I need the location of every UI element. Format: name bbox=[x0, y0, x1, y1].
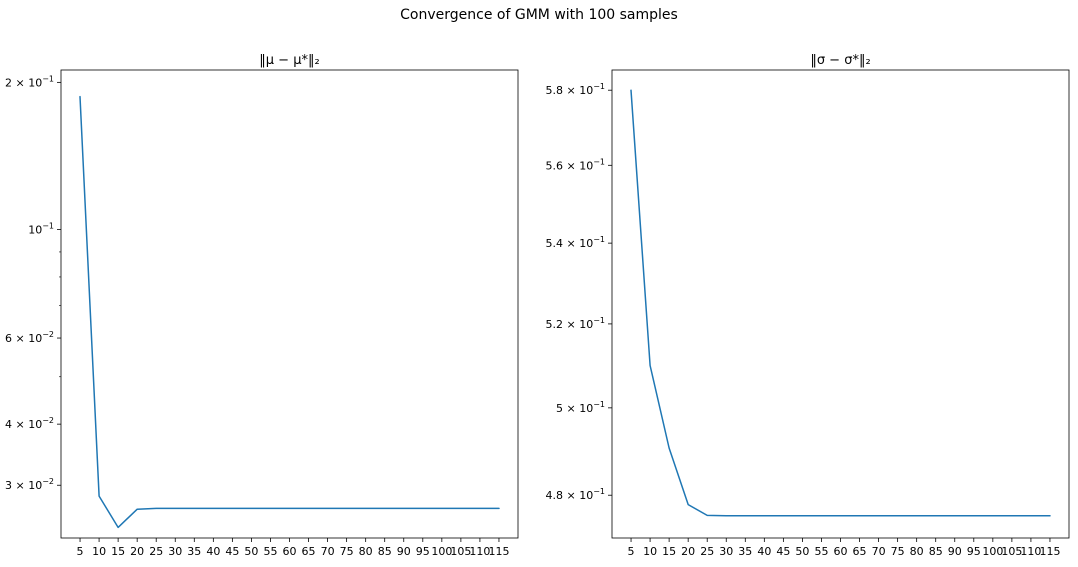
mu-x-tick-label: 50 bbox=[244, 545, 258, 558]
mu-x-tick-label: 80 bbox=[359, 545, 373, 558]
sigma-x-tick-label: 35 bbox=[738, 545, 752, 558]
sigma-x-tick-label: 50 bbox=[795, 545, 809, 558]
mu-y-tick-label: 4 × 10−2 bbox=[5, 416, 54, 431]
mu-y-tick-label: 3 × 10−2 bbox=[5, 477, 54, 492]
mu-x-tick-label: 65 bbox=[302, 545, 316, 558]
sigma-x-tick-label: 105 bbox=[1001, 545, 1022, 558]
mu-x-tick-label: 40 bbox=[206, 545, 220, 558]
sigma-x-tick-label: 110 bbox=[1020, 545, 1041, 558]
sigma-x-tick-label: 10 bbox=[643, 545, 657, 558]
sigma-y-tick-label: 5.8 × 10−1 bbox=[546, 82, 606, 97]
sigma-axes-title: ‖σ − σ*‖₂ bbox=[810, 53, 870, 68]
sigma-x-tick-label: 20 bbox=[681, 545, 695, 558]
sigma-x-tick-label: 70 bbox=[872, 545, 886, 558]
sigma-x-tick-label: 5 bbox=[628, 545, 635, 558]
mu-x-tick-label: 45 bbox=[225, 545, 239, 558]
sigma-x-tick-label: 90 bbox=[948, 545, 962, 558]
mu-x-tick-label: 60 bbox=[283, 545, 297, 558]
mu-x-tick-label: 25 bbox=[149, 545, 163, 558]
sigma-y-tick-label: 5 × 10−1 bbox=[556, 400, 605, 415]
mu-x-tick-label: 100 bbox=[431, 545, 452, 558]
mu-y-tick-label: 6 × 10−2 bbox=[5, 330, 54, 345]
mu-axes: ‖μ − μ*‖₂ 5 10 15 20 25 30 35 40 45 50 55 60 65 70 75 80… bbox=[5, 53, 519, 558]
mu-axes-frame bbox=[60, 69, 519, 539]
sigma-x-tick-label: 100 bbox=[982, 545, 1003, 558]
sigma-x-tick-label: 115 bbox=[1039, 545, 1060, 558]
sigma-x-tick-label: 40 bbox=[757, 545, 771, 558]
mu-x-tick-label: 30 bbox=[168, 545, 182, 558]
sigma-x-tick-label: 80 bbox=[910, 545, 924, 558]
mu-x-tick-label: 75 bbox=[340, 545, 354, 558]
mu-x-tick-label: 105 bbox=[450, 545, 471, 558]
mu-x-tick-label: 20 bbox=[130, 545, 144, 558]
mu-series-line bbox=[79, 95, 500, 529]
sigma-y-tick-label: 5.4 × 10−1 bbox=[546, 235, 606, 250]
sigma-x-tick-label: 30 bbox=[719, 545, 733, 558]
mu-x-tick-label: 35 bbox=[187, 545, 201, 558]
sigma-x-tick-label: 85 bbox=[929, 545, 943, 558]
mu-y-tick-label: 2 × 10−1 bbox=[5, 74, 54, 89]
mu-y-tick-label: 10−1 bbox=[28, 222, 54, 237]
sigma-x-tick-label: 65 bbox=[853, 545, 867, 558]
sigma-series-line bbox=[630, 89, 1051, 517]
sigma-axes-frame bbox=[611, 69, 1070, 539]
mu-x-tick-label: 115 bbox=[488, 545, 509, 558]
sigma-x-tick-label: 55 bbox=[814, 545, 828, 558]
sigma-x-tick-label: 60 bbox=[834, 545, 848, 558]
sigma-x-tick-label: 45 bbox=[776, 545, 790, 558]
mu-x-tick-label: 10 bbox=[92, 545, 106, 558]
mu-x-tick-label: 110 bbox=[469, 545, 490, 558]
mu-x-tick-label: 5 bbox=[77, 545, 84, 558]
mu-axes-title: ‖μ − μ*‖₂ bbox=[259, 53, 319, 68]
sigma-x-tick-label: 15 bbox=[662, 545, 676, 558]
mu-x-tick-label: 15 bbox=[111, 545, 125, 558]
mu-x-tick-label: 85 bbox=[378, 545, 392, 558]
figure-suptitle: Convergence of GMM with 100 samples bbox=[400, 7, 678, 23]
sigma-y-tick-label: 5.2 × 10−1 bbox=[546, 316, 606, 331]
sigma-y-tick-label: 5.6 × 10−1 bbox=[546, 157, 606, 172]
sigma-x-tick-label: 95 bbox=[967, 545, 981, 558]
sigma-x-tick-label: 75 bbox=[891, 545, 905, 558]
mu-x-tick-label: 55 bbox=[263, 545, 277, 558]
mu-x-tick-label: 95 bbox=[416, 545, 430, 558]
mu-x-tick-label: 90 bbox=[397, 545, 411, 558]
sigma-x-tick-label: 25 bbox=[700, 545, 714, 558]
mu-x-tick-label: 70 bbox=[321, 545, 335, 558]
sigma-axes: ‖σ − σ*‖₂ 5 10 15 20 25 30 35 40 45 50 55 60 65 70 75 80… bbox=[546, 53, 1070, 558]
sigma-y-tick-label: 4.8 × 10−1 bbox=[546, 487, 606, 502]
